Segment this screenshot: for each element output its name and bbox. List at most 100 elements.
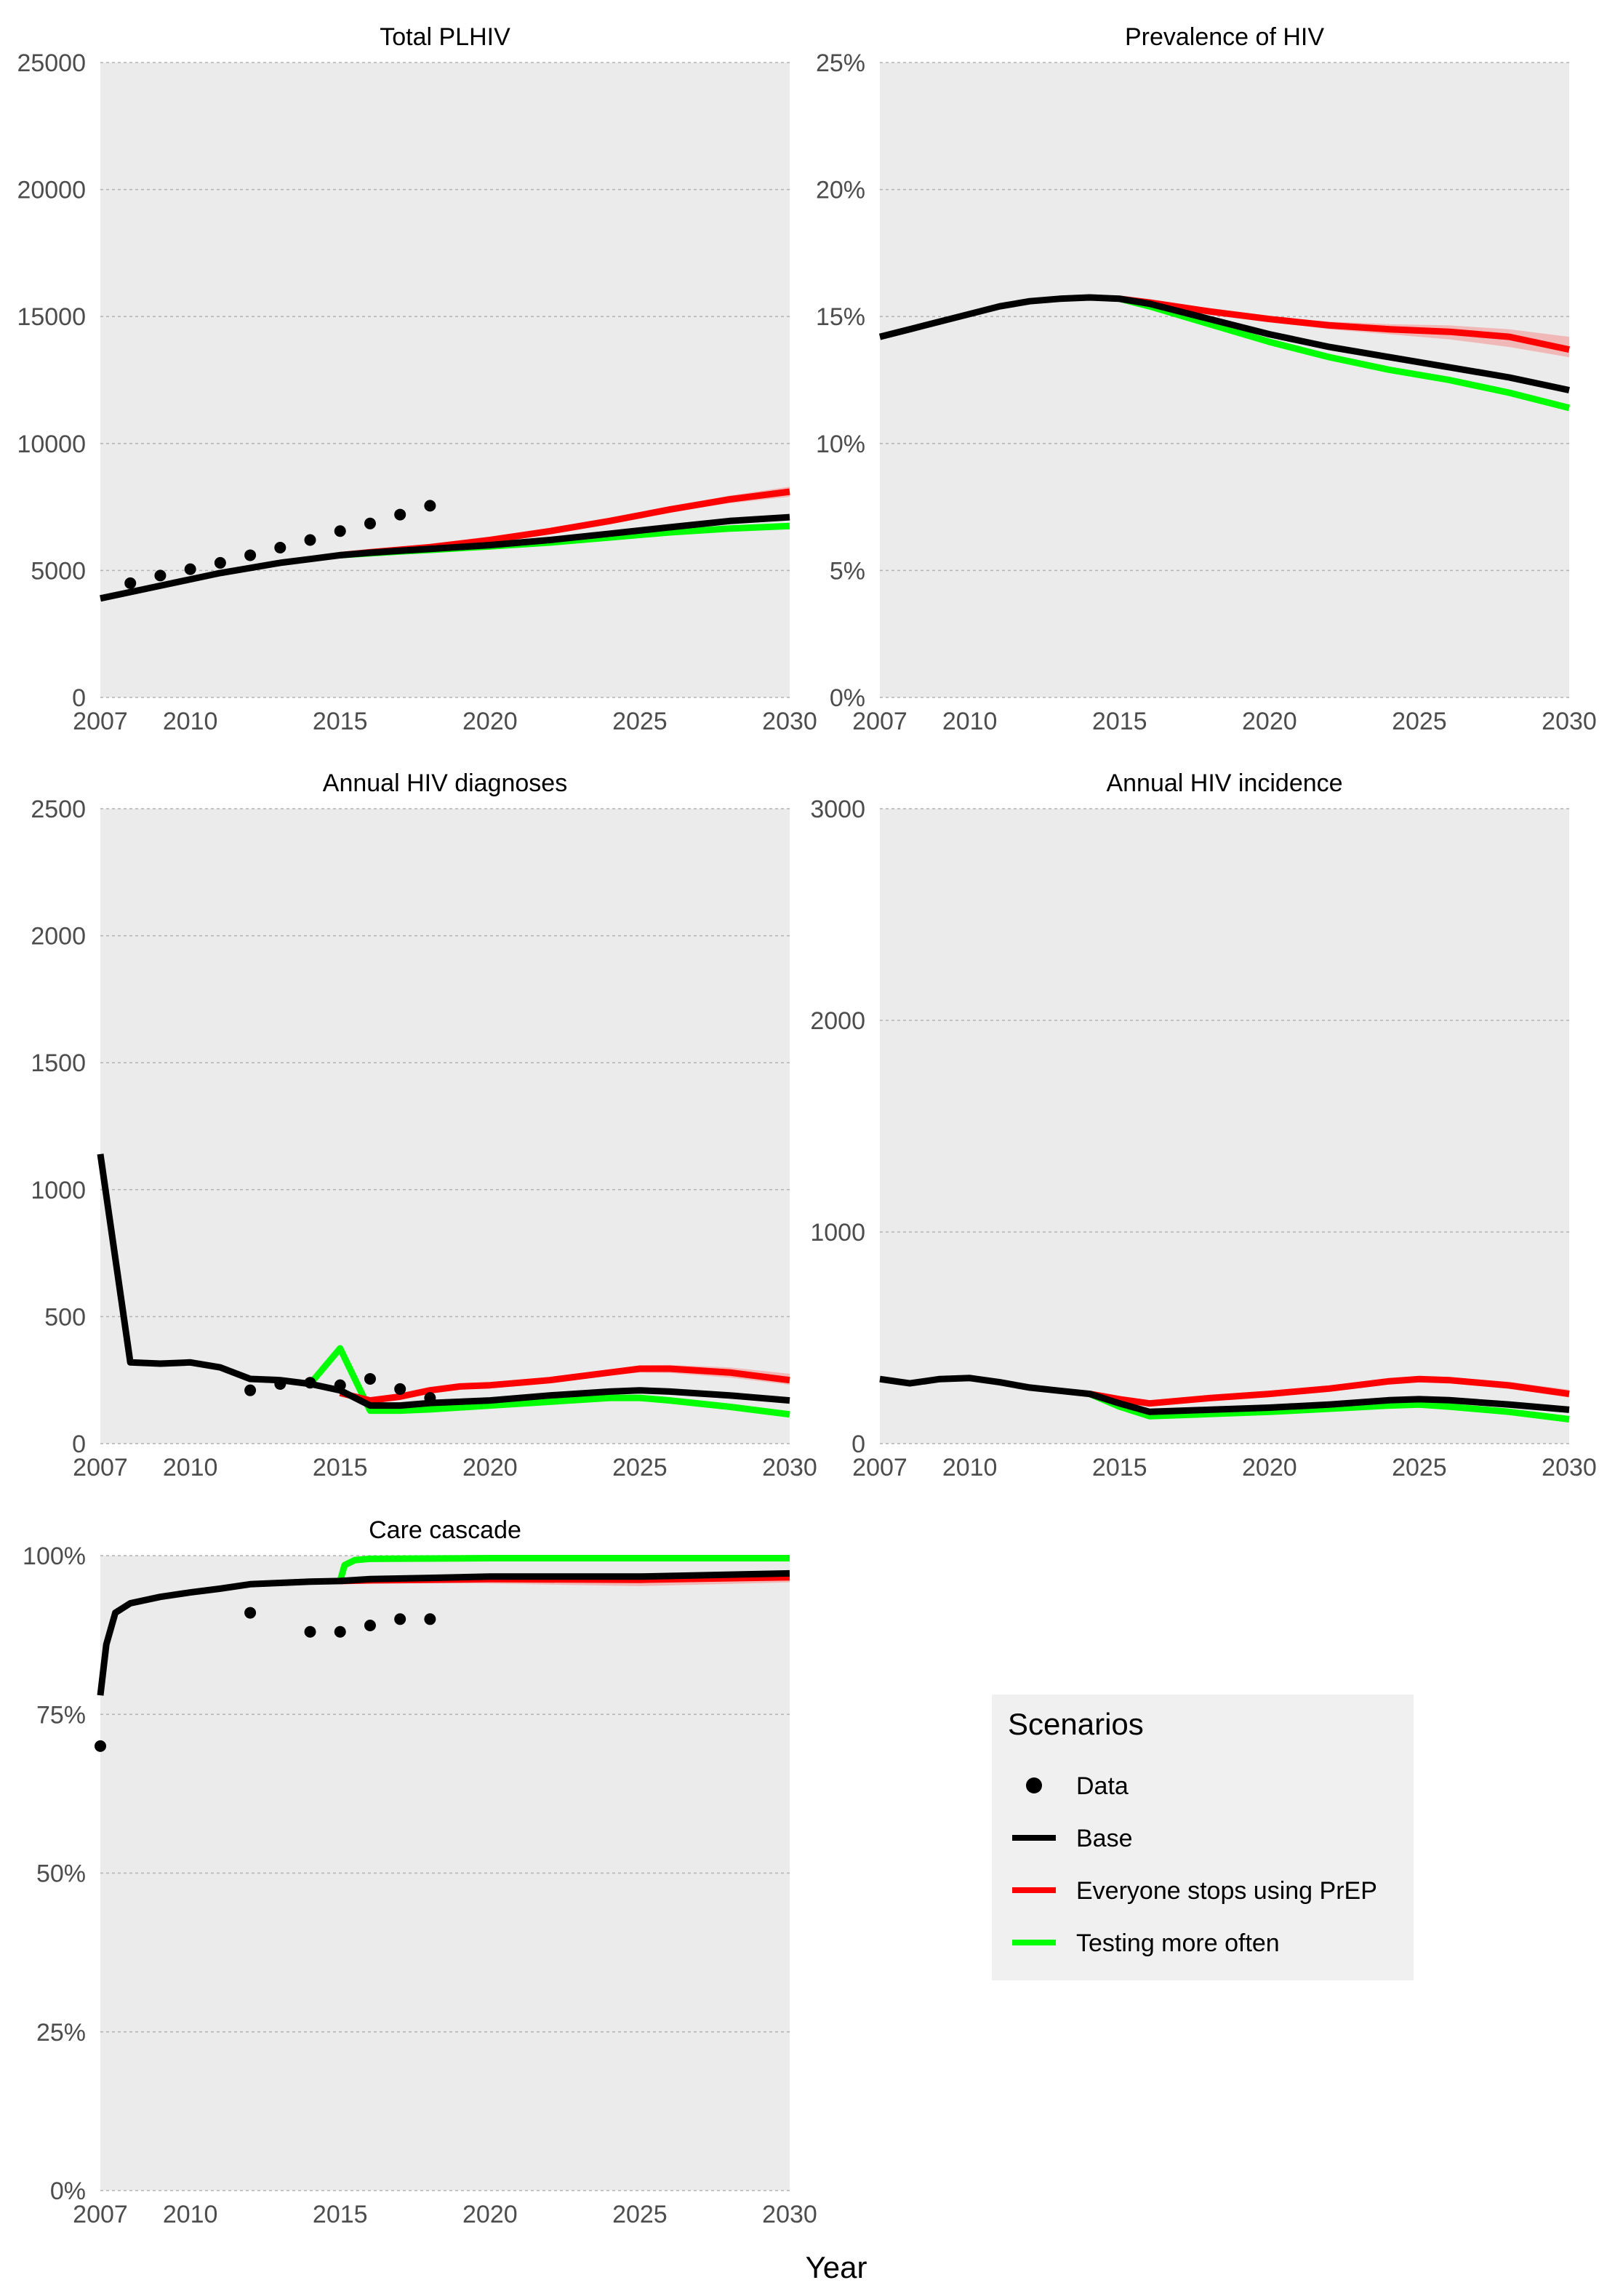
y-tick-label: 20%: [816, 177, 865, 204]
y-tick-label: 75%: [36, 1701, 86, 1729]
panel-title: Total PLHIV: [380, 23, 510, 51]
y-tick-label: 0%: [830, 684, 865, 712]
chart-panel: 0% 25% 50% 75% 100% 2007 2010 2015 2020 2025 2030 C…: [23, 1516, 817, 2228]
x-tick-label: 2007: [73, 2201, 128, 2228]
x-tick-label: 2010: [163, 708, 218, 735]
data-point: [244, 1607, 257, 1619]
x-tick-label: 2015: [1092, 1454, 1147, 1481]
y-tick-label: 0: [72, 684, 86, 712]
legend-item-stop-prep: Everyone stops using PrEP: [1012, 1877, 1377, 1905]
y-tick-label: 3000: [810, 796, 865, 823]
y-tick-label: 25%: [816, 49, 865, 77]
data-point: [304, 1377, 316, 1389]
chart-panel: 0% 5% 10% 15% 20% 25% 2007 2010 2015 2020 2025 2030…: [816, 23, 1597, 735]
legend-label-base: Base: [1076, 1825, 1133, 1852]
data-point: [364, 517, 376, 529]
legend-key-data-point: [1026, 1777, 1042, 1793]
series-line-base: [879, 1375, 1570, 1415]
panel-background: [100, 63, 790, 697]
x-tick-label: 2010: [942, 1454, 998, 1481]
series-line-testing: [337, 1555, 790, 1583]
panel-background: [880, 63, 1569, 697]
series-line-stop-prep: [1089, 1375, 1570, 1407]
data-point: [394, 508, 406, 521]
y-tick-label: 100%: [23, 1543, 86, 1570]
series-line-stop-prep: [339, 1365, 790, 1404]
data-point: [424, 1613, 436, 1625]
x-tick-label: 2020: [462, 2201, 518, 2228]
panel-title: Annual HIV diagnoses: [323, 769, 567, 797]
y-tick-label: 20000: [17, 177, 86, 204]
x-tick-label: 2020: [462, 1454, 518, 1481]
data-point: [95, 1740, 106, 1752]
x-tick-label: 2015: [1092, 708, 1147, 735]
data-point: [424, 500, 436, 512]
data-point: [244, 1384, 257, 1396]
data-point: [334, 525, 346, 537]
y-tick-label: 25%: [36, 2019, 86, 2047]
data-point: [214, 556, 226, 569]
y-tick-label: 0%: [50, 2177, 86, 2205]
data-point: [394, 1383, 406, 1395]
panel-title: Care cascade: [369, 1516, 521, 1544]
data-point: [334, 1625, 346, 1638]
data-point: [424, 1392, 436, 1404]
x-tick-label: 2030: [762, 2201, 817, 2228]
chart-panel: 0 5000 10000 15000 20000 25000 2007 2010 2015 202…: [17, 23, 817, 735]
data-point: [394, 1613, 406, 1625]
x-tick-label: 2015: [313, 1454, 368, 1481]
data-point: [244, 549, 257, 561]
y-tick-label: 1000: [810, 1219, 865, 1247]
x-tick-label: 2007: [852, 1454, 907, 1481]
data-point: [304, 1625, 316, 1638]
data-point: [274, 1377, 286, 1390]
x-tick-label: 2020: [1242, 708, 1297, 735]
x-tick-label: 2025: [1392, 1454, 1447, 1481]
y-tick-label: 5%: [830, 557, 865, 585]
x-tick-label: 2007: [73, 708, 128, 735]
y-tick-label: 10%: [816, 431, 865, 458]
panel-background: [100, 809, 790, 1444]
band-stop-prep: [340, 487, 790, 556]
x-tick-label: 2007: [852, 708, 907, 735]
y-tick-label: 50%: [36, 1860, 86, 1888]
legend-item-data: Data: [1026, 1772, 1129, 1800]
y-tick-label: 10000: [17, 431, 86, 458]
legend-label-testing: Testing more often: [1076, 1929, 1280, 1957]
chart-panel: 0 1000 2000 3000 2007 2010 2015 2020 2025 2030 Ann…: [810, 769, 1596, 1481]
y-tick-label: 0: [72, 1431, 86, 1458]
data-point: [364, 1620, 376, 1632]
legend-label-stop-prep: Everyone stops using PrEP: [1076, 1877, 1377, 1905]
legend-background: [992, 1695, 1414, 1980]
x-tick-label: 2030: [1542, 1454, 1597, 1481]
series-line-base: [97, 1569, 790, 1696]
y-tick-label: 2000: [810, 1007, 865, 1035]
x-tick-label: 2010: [163, 1454, 218, 1481]
x-tick-label: 2010: [163, 2201, 218, 2228]
x-tick-label: 2030: [1542, 708, 1597, 735]
y-tick-label: 500: [44, 1303, 86, 1331]
x-tick-label: 2010: [942, 708, 998, 735]
data-point: [274, 541, 286, 553]
y-tick-label: 25000: [17, 49, 86, 77]
y-tick-label: 5000: [31, 557, 86, 585]
series-line-base: [97, 1153, 790, 1409]
chart-panel: 0 500 1000 1500 2000 2500 2007 2010 2015 2020 2025…: [31, 769, 817, 1481]
y-tick-label: 15%: [816, 303, 865, 331]
panel-title: Prevalence of HIV: [1125, 23, 1324, 51]
x-axis-title: Year: [806, 2250, 867, 2284]
x-tick-label: 2020: [1242, 1454, 1297, 1481]
y-tick-label: 2500: [31, 796, 86, 823]
x-tick-label: 2025: [612, 2201, 668, 2228]
x-tick-label: 2015: [313, 2201, 368, 2228]
series-line-testing: [1088, 1391, 1570, 1423]
y-tick-label: 1500: [31, 1049, 86, 1077]
y-tick-label: 2000: [31, 923, 86, 951]
panel-title: Annual HIV incidence: [1106, 769, 1342, 797]
data-point: [154, 569, 167, 582]
legend-item-base: Base: [1012, 1825, 1133, 1852]
x-tick-label: 2020: [462, 708, 518, 735]
series-line-base: [100, 513, 790, 602]
